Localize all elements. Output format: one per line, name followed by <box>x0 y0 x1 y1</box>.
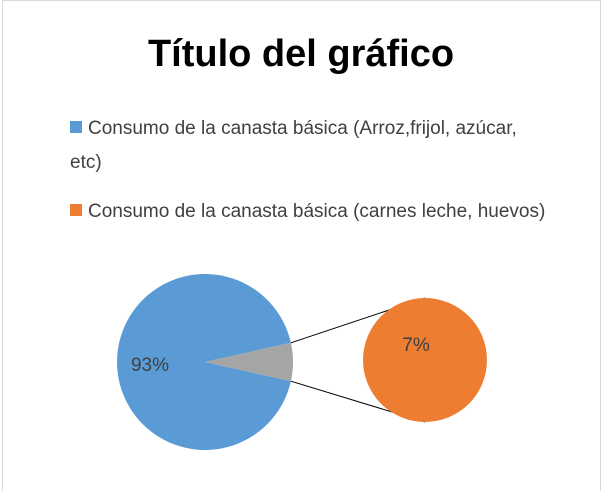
legend-swatch <box>70 204 82 216</box>
pie-slice <box>116 274 291 450</box>
legend-swatch <box>70 121 82 133</box>
chart-title: Título del gráfico <box>148 33 454 75</box>
data-label: 93% <box>131 355 169 376</box>
legend-entry: Consumo de la canasta básica (carnes lec… <box>70 195 550 229</box>
data-label: 7% <box>402 335 430 356</box>
secondary-pie-slice <box>363 298 487 422</box>
legend-entry: Consumo de la canasta básica (Arroz,frij… <box>70 112 550 180</box>
legend-label: Consumo de la canasta básica (carnes lec… <box>88 201 546 222</box>
pie-slice-other <box>205 342 293 382</box>
legend-label: Consumo de la canasta básica (Arroz,frij… <box>70 118 517 173</box>
legend: Consumo de la canasta básica (Arroz,frij… <box>70 112 550 244</box>
